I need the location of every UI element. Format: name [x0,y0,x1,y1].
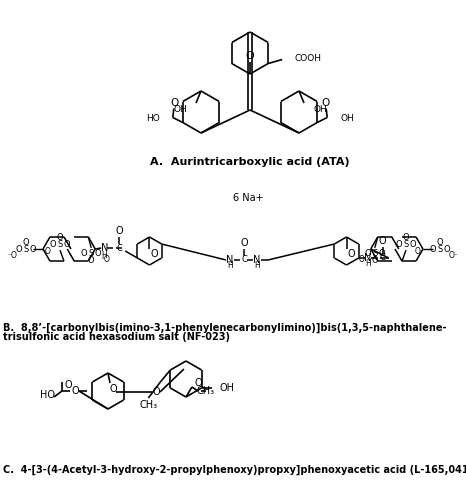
Text: HO: HO [40,390,55,400]
Text: O: O [348,249,355,259]
Text: C: C [116,244,122,252]
Text: OH: OH [313,104,327,113]
Text: H: H [102,250,107,259]
Text: N: N [101,243,108,253]
Text: trisulfonic acid hexasodium salt (NF-023): trisulfonic acid hexasodium salt (NF-023… [3,332,230,342]
Text: O: O [152,387,160,397]
Text: O⁻: O⁻ [415,247,425,255]
Text: ⁻O: ⁻O [41,247,51,255]
Text: O: O [171,97,179,107]
Text: O: O [379,236,386,246]
Text: O: O [95,250,102,258]
Text: S: S [57,240,62,249]
Text: O: O [57,233,63,242]
Text: O: O [403,233,409,242]
Text: A.  Aurintricarboxylic acid (ATA): A. Aurintricarboxylic acid (ATA) [150,157,350,167]
Text: N: N [254,255,260,265]
Text: O: O [321,97,329,107]
Text: B.  8,8’-[carbonylbis(imino-3,1-phenylenecarbonylimino)]bis(1,3,5-naphthalene-: B. 8,8’-[carbonylbis(imino-3,1-phenylene… [3,323,446,333]
Text: C: C [380,253,385,262]
Text: O: O [64,240,70,249]
Text: COOH: COOH [294,54,321,63]
Text: O: O [71,386,79,396]
Text: O: O [88,256,95,265]
Text: O: O [109,384,117,394]
Text: N: N [226,255,233,265]
Text: O: O [116,226,123,236]
Text: O: O [151,249,158,259]
Text: O: O [246,51,254,61]
Text: OH: OH [340,114,354,123]
Text: O: O [23,238,29,247]
Text: ⁻O: ⁻O [100,255,110,264]
Text: S: S [372,250,377,258]
Text: C: C [241,255,247,264]
Text: O: O [240,238,248,248]
Text: O: O [194,378,202,388]
Text: ⁻O: ⁻O [7,250,17,259]
Text: 6 Na+: 6 Na+ [233,193,263,203]
Text: H: H [365,259,370,268]
Text: OH: OH [219,383,234,393]
Text: O: O [81,250,88,258]
Text: O: O [50,240,56,249]
Text: O: O [364,250,371,258]
Text: O: O [378,250,385,258]
Text: S: S [404,240,409,249]
Text: HO: HO [146,114,160,123]
Text: O: O [430,245,436,253]
Text: O: O [437,238,443,247]
Text: H: H [227,261,233,270]
Text: O: O [64,380,72,390]
Text: CH₃: CH₃ [139,400,158,410]
Text: S: S [23,245,28,253]
Text: O: O [396,240,402,249]
Text: S: S [89,250,94,258]
Text: H: H [254,261,260,270]
Text: O: O [410,240,416,249]
Text: O: O [371,256,378,265]
Text: OH: OH [173,104,187,113]
Text: O: O [444,245,450,253]
Text: O: O [30,245,36,253]
Text: CH₃: CH₃ [197,386,215,396]
Text: O⁻: O⁻ [449,250,459,259]
Text: O: O [16,245,22,253]
Text: ⁻O: ⁻O [356,255,366,264]
Text: S: S [438,245,443,253]
Text: C.  4-[3-(4-Acetyl-3-hydroxy-2-propylphenoxy)propxy]phenoxyacetic acid (L-165,04: C. 4-[3-(4-Acetyl-3-hydroxy-2-propylphen… [3,465,466,475]
Text: N: N [364,253,371,263]
